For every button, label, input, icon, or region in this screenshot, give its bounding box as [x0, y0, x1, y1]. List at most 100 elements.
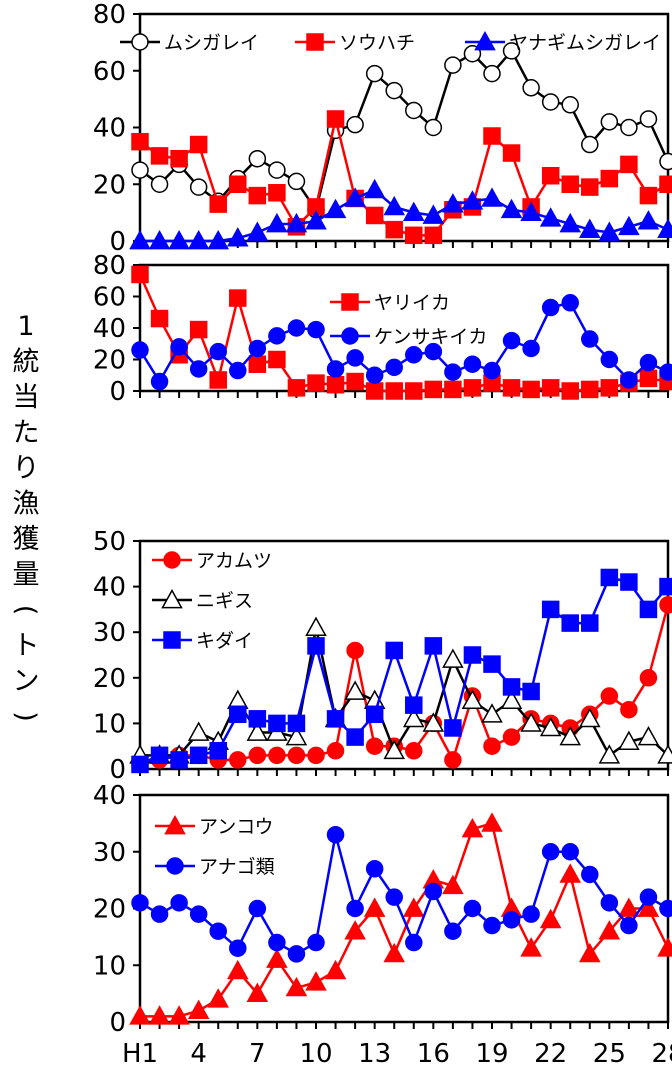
y-tick-label: 20	[93, 346, 126, 376]
y-tick-label: 80	[93, 251, 126, 281]
y-tick-label: 40	[93, 781, 126, 811]
data-point	[189, 360, 208, 378]
data-point	[561, 843, 579, 861]
data-point	[424, 118, 443, 137]
data-point	[422, 204, 445, 224]
legend-label: ケンサキイカ	[374, 326, 487, 348]
data-point	[483, 361, 501, 380]
data-point	[579, 218, 601, 238]
data-point	[581, 380, 599, 399]
y-axis-label-char: た	[13, 418, 40, 449]
data-point	[189, 905, 208, 923]
data-point	[520, 712, 542, 732]
data-point	[189, 320, 208, 339]
data-point	[287, 945, 306, 963]
y-tick-label: 60	[93, 283, 126, 313]
data-point	[266, 212, 288, 233]
data-point	[246, 221, 269, 241]
series-line	[139, 49, 670, 212]
data-point	[365, 366, 384, 384]
data-point	[326, 742, 345, 760]
data-point	[444, 922, 462, 940]
data-point	[344, 680, 366, 700]
legend-marker	[306, 33, 324, 51]
legend-marker	[131, 33, 149, 51]
data-point	[500, 198, 523, 219]
data-point	[189, 178, 208, 196]
data-point	[502, 678, 521, 696]
x-tick-label: 28	[651, 1039, 672, 1069]
data-point	[463, 899, 482, 918]
data-point	[541, 600, 560, 619]
y-axis-label-char: 統	[13, 347, 40, 378]
data-point	[150, 746, 169, 765]
data-point	[502, 911, 521, 929]
data-point	[502, 144, 521, 162]
data-point	[170, 338, 188, 356]
data-point	[502, 331, 521, 350]
data-point	[131, 894, 149, 912]
data-point	[266, 948, 288, 968]
data-point	[207, 229, 229, 250]
data-point	[424, 380, 443, 399]
data-point	[131, 755, 149, 774]
series-line	[140, 822, 670, 1018]
series-line	[138, 273, 669, 393]
data-point	[187, 229, 210, 250]
data-point	[422, 712, 445, 732]
y-tick-label: 80	[93, 0, 126, 30]
data-point	[383, 739, 405, 760]
data-point	[461, 689, 484, 709]
data-point	[285, 976, 308, 997]
data-point	[405, 742, 423, 760]
data-point	[620, 916, 638, 935]
series-line	[139, 117, 669, 237]
y-axis-label-char: 獲	[13, 524, 40, 555]
data-point	[581, 330, 599, 348]
data-point	[129, 229, 151, 250]
x-tick-label: 22	[534, 1039, 567, 1069]
data-point	[346, 641, 364, 660]
series-アナゴ類	[131, 825, 672, 963]
data-point	[659, 577, 672, 596]
data-point	[365, 382, 384, 400]
data-point	[561, 96, 579, 114]
data-point	[307, 320, 325, 339]
data-point	[385, 641, 403, 660]
data-point	[581, 614, 599, 632]
data-point	[305, 971, 327, 991]
data-point	[363, 178, 386, 199]
data-point	[287, 319, 306, 337]
data-point	[209, 195, 227, 213]
data-point	[187, 721, 210, 741]
data-point	[581, 865, 599, 884]
data-point	[483, 655, 501, 673]
data-point	[639, 669, 658, 687]
data-point	[639, 369, 658, 388]
data-point	[248, 899, 267, 918]
series-ムシガレイ	[131, 42, 672, 219]
data-point	[639, 353, 658, 372]
legend-marker	[163, 551, 181, 569]
data-point	[305, 616, 327, 636]
y-axis-label-char: 当	[13, 382, 40, 413]
data-point	[168, 1005, 190, 1025]
data-point	[637, 726, 660, 746]
series-キダイ	[131, 568, 672, 774]
data-point	[598, 221, 621, 241]
legend: ムシガレイ ソウハチ ヤナギムシガレイ	[120, 30, 661, 54]
data-point	[539, 908, 562, 929]
data-point	[463, 646, 482, 664]
data-point	[131, 161, 149, 179]
legend-label: ニギス	[196, 590, 253, 612]
data-point	[246, 721, 269, 741]
data-point	[346, 899, 364, 918]
series-line	[139, 576, 669, 766]
data-point	[620, 155, 638, 174]
data-point	[600, 113, 619, 131]
data-point	[385, 81, 403, 100]
data-point	[541, 93, 560, 111]
data-point	[307, 637, 325, 655]
